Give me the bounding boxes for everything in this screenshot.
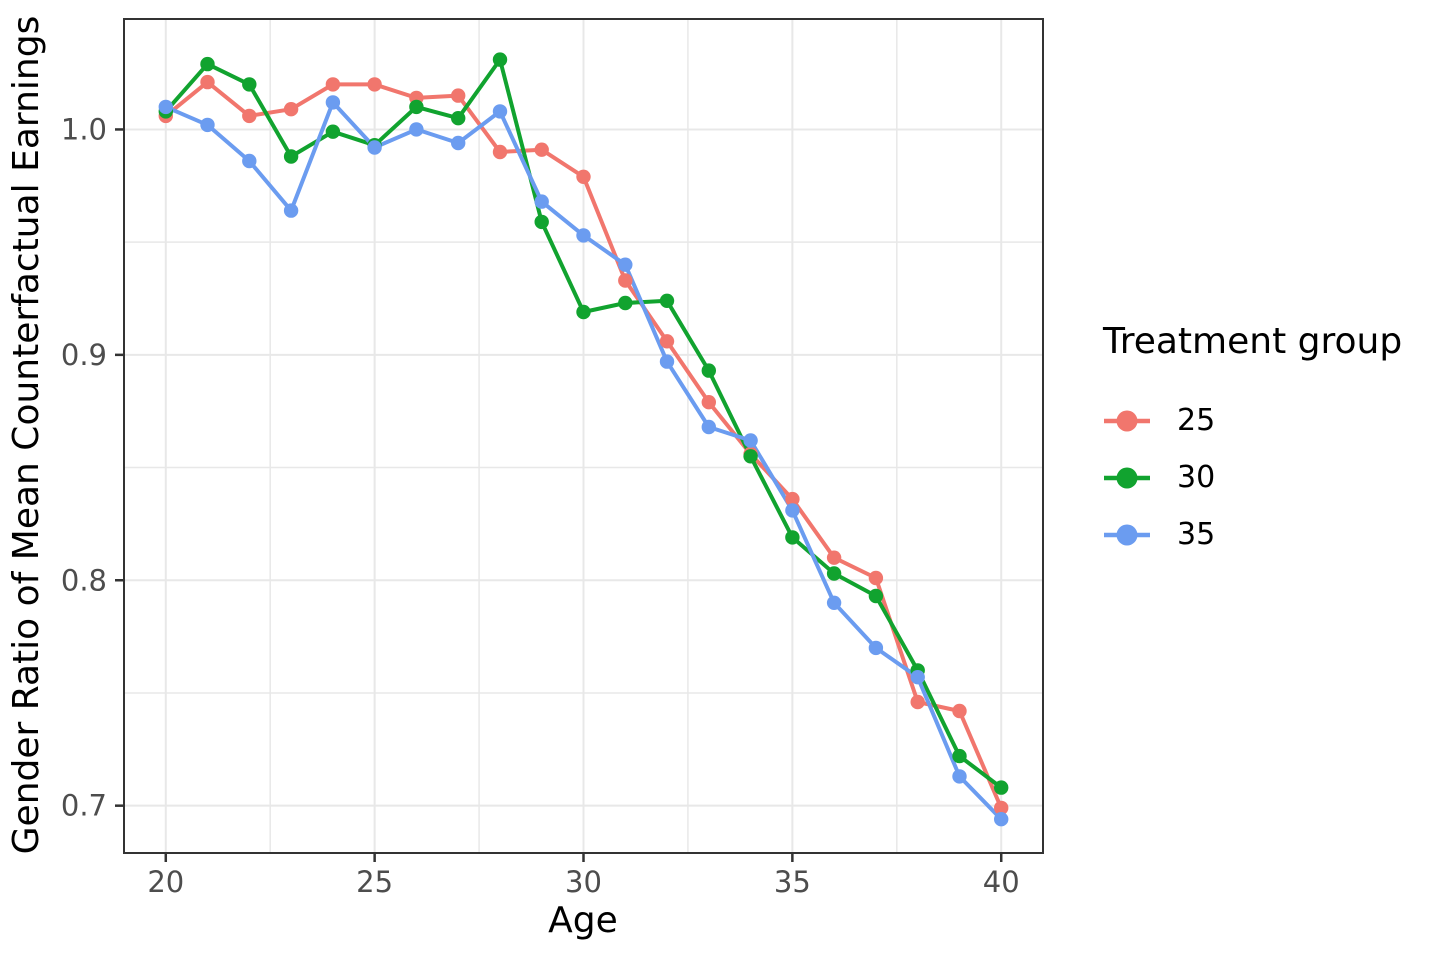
data-point: [701, 419, 716, 435]
legend-entry-35: 35: [1103, 506, 1433, 563]
data-point: [826, 550, 842, 565]
x-tick-labels: 20 25 30 35 40: [147, 865, 1019, 899]
data-point: [659, 354, 675, 369]
data-point: [826, 595, 842, 610]
data-point: [952, 748, 967, 764]
legend-key-dot: [1116, 410, 1138, 431]
data-point: [451, 135, 466, 151]
data-point: [534, 194, 549, 209]
data-point: [158, 99, 173, 115]
y-tick-label: 1.0: [61, 112, 107, 146]
x-tick-label: 35: [774, 865, 811, 899]
x-tick-label: 20: [147, 865, 184, 899]
data-point: [743, 433, 758, 448]
data-point: [910, 694, 925, 710]
data-point: [994, 812, 1009, 827]
data-point: [283, 149, 299, 164]
data-point: [409, 99, 424, 115]
legend-key-icon: [1104, 467, 1150, 488]
x-axis-title: Age: [548, 900, 618, 941]
legend-key-icon: [1104, 410, 1150, 431]
data-point: [618, 257, 633, 272]
data-point: [492, 104, 508, 119]
x-tick-label: 40: [983, 865, 1020, 899]
series-points-35: [158, 95, 1009, 827]
data-point: [492, 52, 508, 67]
data-point: [618, 295, 633, 311]
data-point: [618, 273, 633, 288]
data-point: [325, 77, 341, 92]
data-point: [242, 77, 257, 92]
data-point: [659, 334, 675, 349]
data-point: [910, 670, 925, 685]
legend-label: 35: [1177, 517, 1216, 552]
legend-entries: 25 30 35: [1103, 392, 1433, 563]
data-point: [576, 304, 591, 320]
data-point: [200, 117, 215, 133]
data-point: [994, 800, 1009, 816]
data-point: [534, 142, 549, 157]
data-point: [868, 570, 884, 586]
y-tick-label: 0.7: [61, 789, 107, 823]
data-point: [242, 108, 257, 124]
data-point: [325, 124, 341, 139]
y-axis-title: Gender Ratio of Mean Counterfactual Earn…: [6, 15, 47, 855]
data-point: [283, 102, 299, 117]
data-point: [242, 153, 257, 169]
legend-entry-30: 30: [1103, 449, 1433, 506]
data-point: [451, 111, 466, 126]
data-point: [701, 395, 716, 410]
data-point: [952, 769, 967, 784]
legend-label: 25: [1177, 403, 1216, 438]
x-tick-label: 25: [356, 865, 393, 899]
data-point: [952, 703, 967, 719]
y-tick-label: 0.9: [61, 338, 107, 372]
data-point: [451, 88, 466, 103]
data-point: [743, 449, 758, 464]
data-point: [200, 56, 215, 72]
data-point: [367, 77, 382, 92]
y-tick-label: 0.8: [61, 563, 107, 597]
legend-key-dot: [1116, 467, 1138, 488]
axis-tick-marks: [115, 128, 1003, 862]
data-point: [994, 780, 1009, 795]
data-point: [325, 95, 341, 110]
data-point: [785, 491, 800, 507]
data-point: [200, 74, 215, 90]
data-point: [868, 640, 884, 656]
legend-key-dot: [1116, 524, 1138, 545]
data-point: [492, 144, 508, 160]
legend-entry-25: 25: [1103, 392, 1433, 449]
grid-major: [124, 19, 1043, 853]
data-point: [785, 503, 800, 518]
data-point: [283, 203, 299, 218]
data-point: [409, 122, 424, 137]
data-point: [534, 214, 549, 230]
data-point: [576, 228, 591, 243]
legend-label: 30: [1177, 460, 1216, 495]
data-point: [701, 363, 716, 378]
y-tick-labels: 1.0 0.9 0.8 0.7: [61, 112, 107, 822]
legend-key-icon: [1104, 524, 1150, 545]
data-point: [576, 169, 591, 184]
data-point: [826, 566, 842, 581]
x-tick-label: 30: [565, 865, 602, 899]
data-point: [868, 588, 884, 604]
legend: Treatment group 25 30 35: [1103, 321, 1433, 563]
series-points-30: [158, 52, 1009, 795]
data-point: [367, 140, 382, 155]
data-point: [785, 530, 800, 545]
legend-title: Treatment group: [1103, 321, 1403, 362]
data-point: [659, 293, 675, 308]
